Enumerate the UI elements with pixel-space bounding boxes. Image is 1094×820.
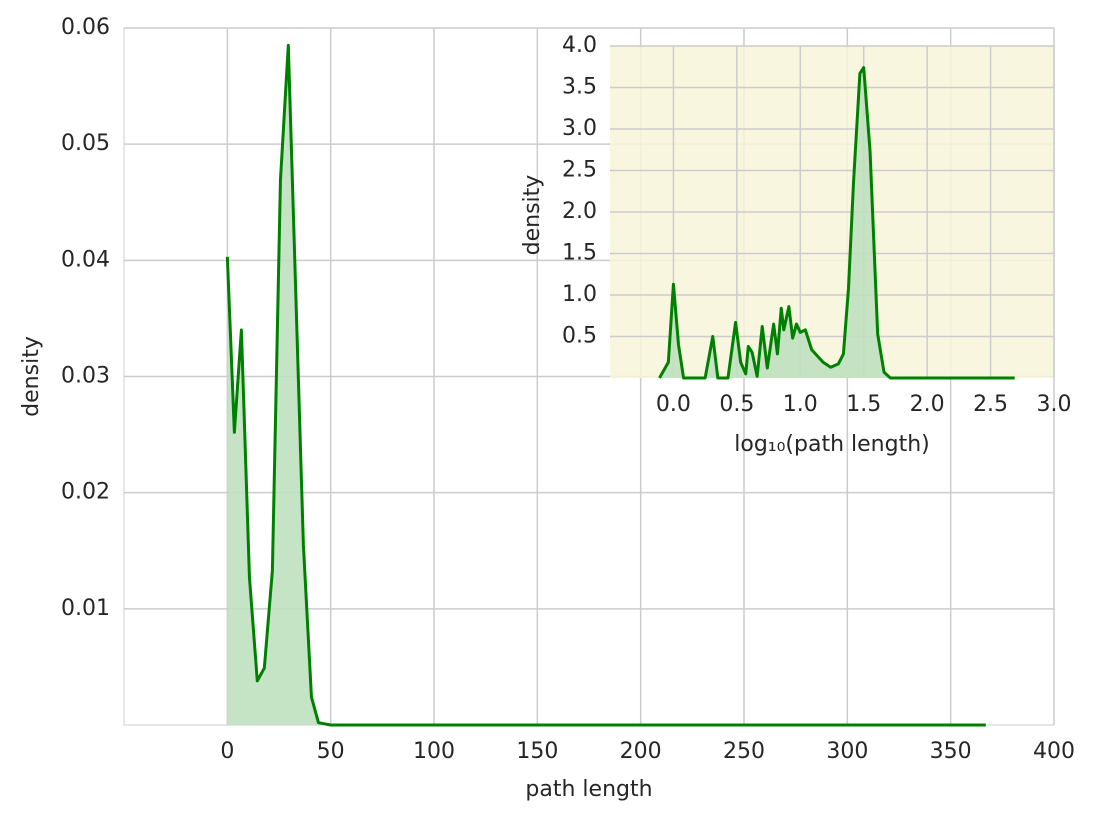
line <box>658 66 1015 380</box>
y-axis-label: density <box>520 175 545 256</box>
x-axis-label: path length <box>525 777 652 802</box>
y-tick-label: 0.01 <box>61 596 110 621</box>
y-tick-label: 0.06 <box>61 15 110 40</box>
y-tick-label: 1.0 <box>562 282 597 307</box>
y-tick-label: 2.5 <box>562 158 597 183</box>
x-tick-label: 1.0 <box>783 392 818 417</box>
x-tick-label: 350 <box>930 739 972 764</box>
x-tick-label: 0.0 <box>656 392 691 417</box>
x-tick-label: 150 <box>516 739 558 764</box>
x-axis-label: log₁₀(path length) <box>734 432 929 457</box>
y-tick-label: 0.5 <box>562 324 597 349</box>
y-tick-label: 0.02 <box>61 480 110 505</box>
y-tick-label: 4.0 <box>562 33 597 58</box>
line <box>225 43 986 727</box>
area-fill <box>227 45 986 726</box>
x-tick-label: 200 <box>620 739 662 764</box>
x-tick-label: 0.5 <box>719 392 754 417</box>
x-tick-label: 400 <box>1033 739 1075 764</box>
x-tick-label: 2.0 <box>910 392 945 417</box>
y-tick-label: 1.5 <box>562 241 597 266</box>
y-tick-label: 2.0 <box>562 199 597 224</box>
x-tick-label: 0 <box>220 739 234 764</box>
y-tick-label: 3.5 <box>562 75 597 100</box>
y-tick-label: 0.05 <box>61 131 110 156</box>
x-tick-label: 2.5 <box>973 392 1008 417</box>
y-tick-label: 3.0 <box>562 116 597 141</box>
x-tick-label: 3.0 <box>1037 392 1072 417</box>
x-tick-label: 1.5 <box>846 392 881 417</box>
x-tick-label: 50 <box>317 739 345 764</box>
x-tick-label: 100 <box>413 739 455 764</box>
x-tick-label: 300 <box>826 739 868 764</box>
x-tick-label: 250 <box>723 739 765 764</box>
y-axis-label: density <box>19 336 44 417</box>
y-tick-label: 0.03 <box>61 364 110 389</box>
y-tick-label: 0.04 <box>61 247 110 272</box>
